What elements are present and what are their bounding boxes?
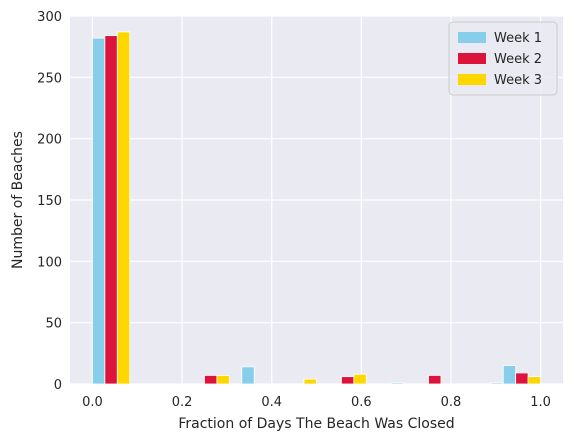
bar-week-2 xyxy=(428,375,442,385)
legend: Week 1 Week 2 Week 3 xyxy=(448,21,558,96)
y-tick-label: 0 xyxy=(54,378,62,393)
grid-lines xyxy=(70,15,563,385)
y-tick-label: 300 xyxy=(37,10,62,25)
y-tick-label: 150 xyxy=(37,194,62,209)
bar-week-2 xyxy=(341,376,355,385)
legend-label: Week 2 xyxy=(494,52,542,67)
legend-swatch xyxy=(458,32,486,43)
x-tick-label: 0.2 xyxy=(172,395,193,410)
legend-swatch xyxy=(458,74,486,85)
y-tick-label: 200 xyxy=(37,133,62,148)
y-axis-label: Number of Beaches xyxy=(10,131,26,269)
bar-week-2 xyxy=(204,375,218,385)
bar-week-3 xyxy=(527,376,541,385)
x-axis-label: Fraction of Days The Beach Was Closed xyxy=(178,416,454,432)
x-tick-label: 0.4 xyxy=(261,395,282,410)
y-tick-label: 250 xyxy=(37,71,62,86)
bar-week-1 xyxy=(241,366,255,385)
bar-week-3 xyxy=(353,373,367,385)
bar-week-1 xyxy=(490,382,504,385)
x-tick-label: 0.6 xyxy=(351,395,372,410)
bar-week-3 xyxy=(216,375,230,385)
bar-week-1 xyxy=(502,365,517,385)
y-axis-ticks: 0 50 100 150 200 250 300 xyxy=(37,10,62,393)
x-tick-label: 0.8 xyxy=(441,395,462,410)
y-tick-label: 100 xyxy=(37,255,62,270)
bar-week-3 xyxy=(303,378,317,385)
bar-week-2 xyxy=(515,372,529,385)
bar-week-1 xyxy=(92,37,106,385)
x-tick-label: 1.0 xyxy=(530,395,551,410)
bar-week-1 xyxy=(390,382,405,385)
bars xyxy=(92,31,541,385)
legend-label: Week 1 xyxy=(494,31,542,46)
legend-swatch xyxy=(458,53,486,64)
x-tick-label: 0.0 xyxy=(82,395,103,410)
y-tick-label: 50 xyxy=(45,317,62,332)
bar-week-3 xyxy=(116,31,131,385)
legend-label: Week 3 xyxy=(494,73,542,88)
bar-week-2 xyxy=(104,35,118,385)
x-axis-ticks: 0.0 0.2 0.4 0.6 0.8 1.0 xyxy=(82,395,551,410)
